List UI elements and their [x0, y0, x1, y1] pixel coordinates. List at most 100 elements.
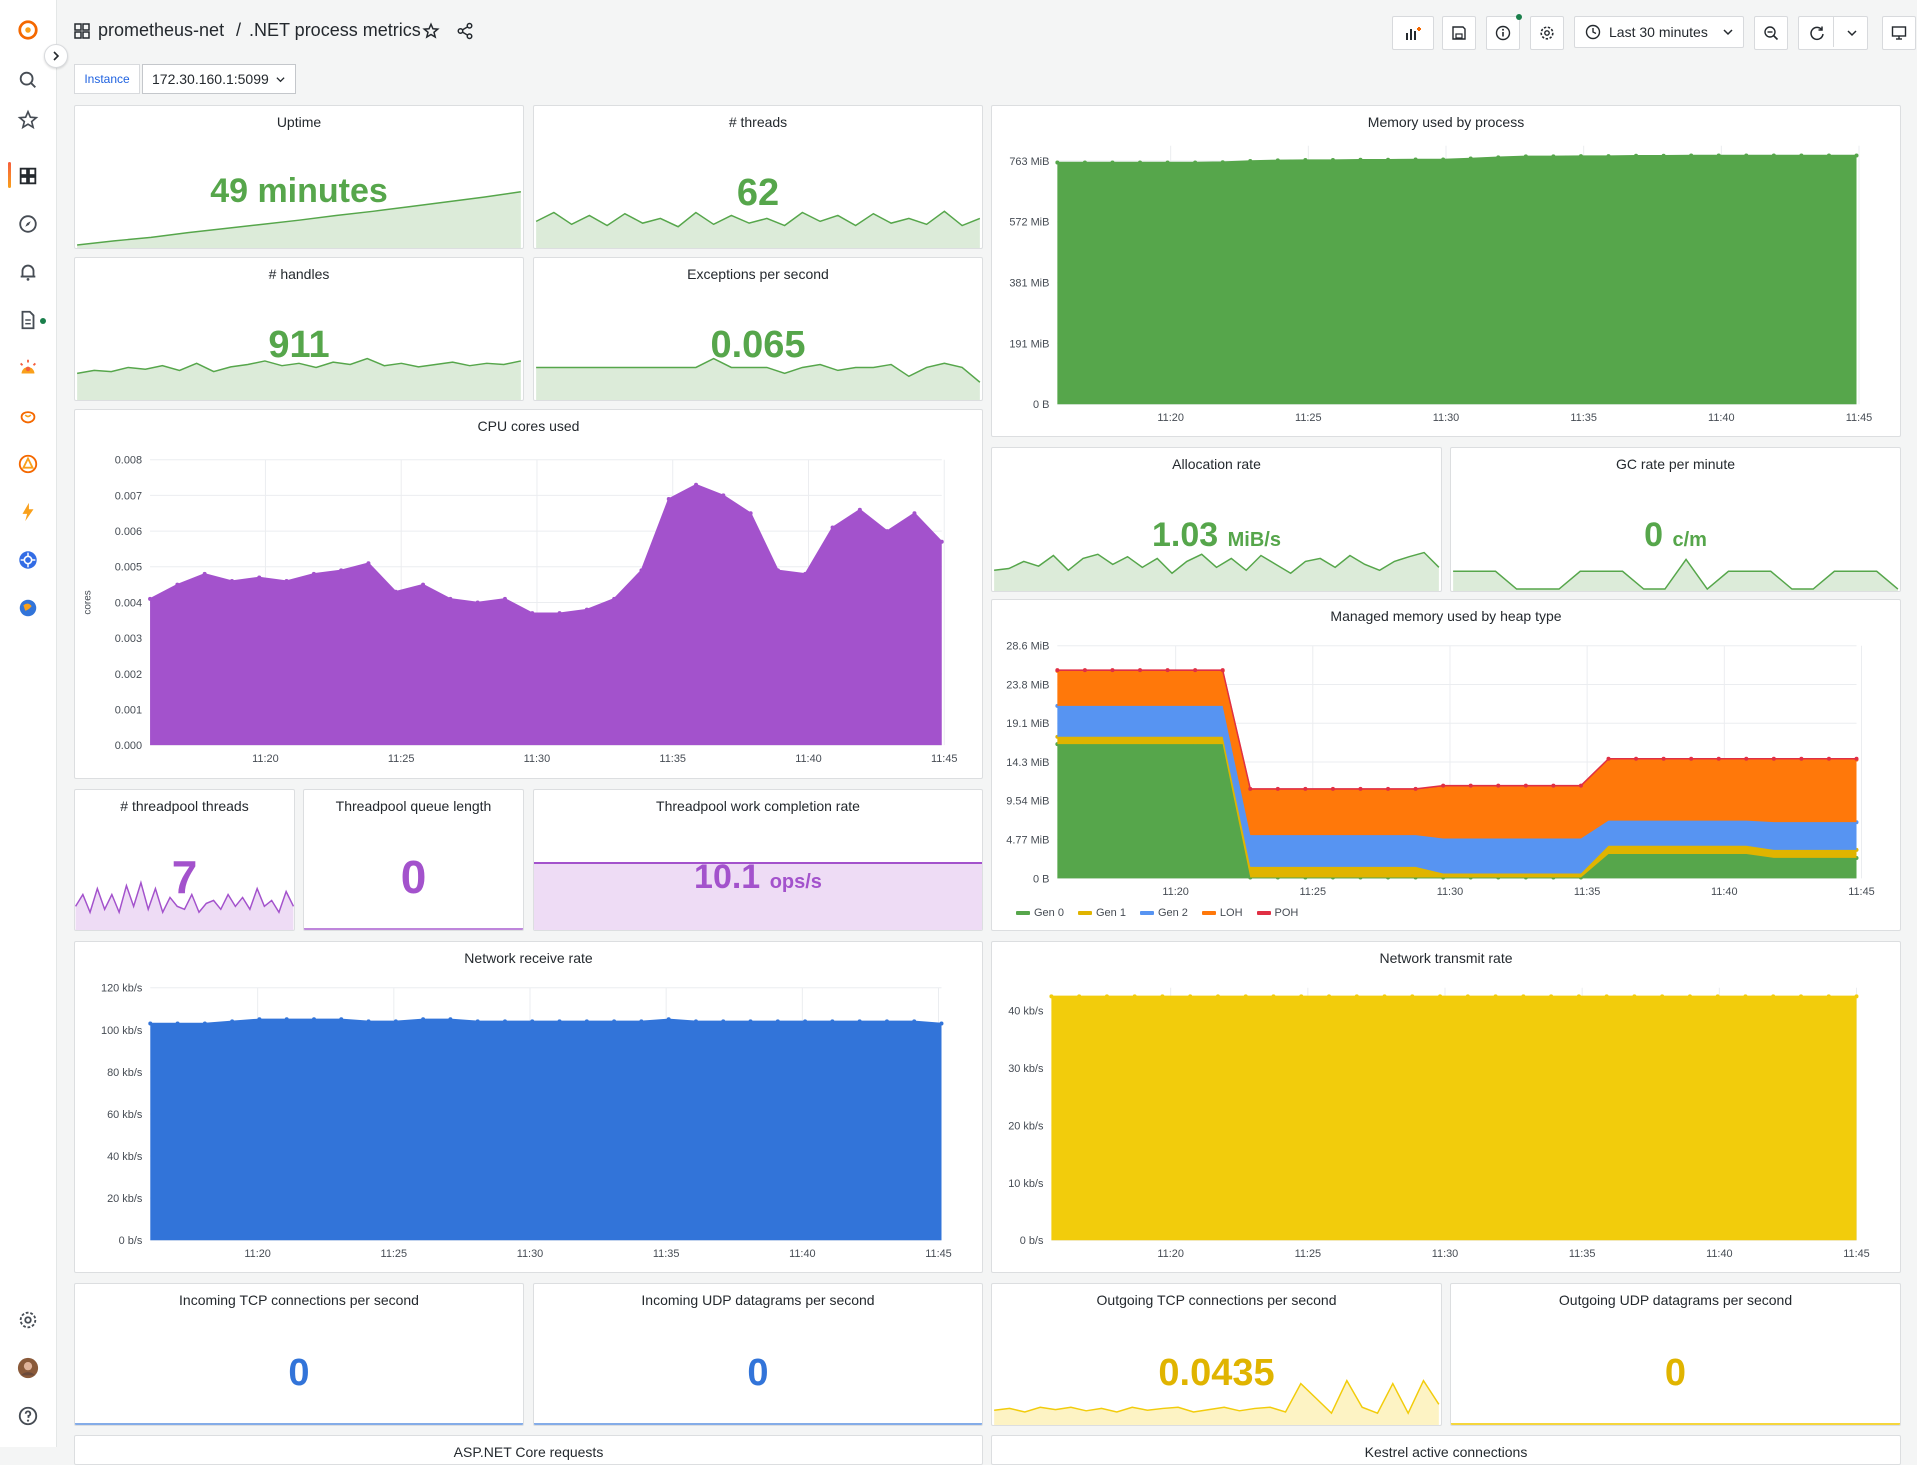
series-area-memory — [1057, 155, 1857, 405]
data-point — [148, 596, 153, 601]
data-point — [1248, 786, 1253, 791]
panel-gc-rate[interactable]: GC rate per minute 0 c/m — [1450, 447, 1901, 592]
chevron-right-icon — [53, 51, 60, 61]
y-tick-label: 0 b/s — [1020, 1235, 1044, 1247]
data-point — [339, 1017, 344, 1022]
side-nav — [0, 0, 57, 1447]
sparkline-line — [75, 880, 294, 915]
legend-item[interactable]: POH — [1256, 907, 1298, 919]
panel-net-transmit[interactable]: Network transmit rate 0 b/s 10 kb/s 20 kb/… — [991, 941, 1901, 1273]
series-area-loh — [1057, 670, 1857, 839]
kiosk-mode-button[interactable] — [1882, 16, 1916, 50]
stat-value: 0 — [1664, 1352, 1687, 1394]
panel-tcp-in[interactable]: Incoming TCP connections per second 0 — [74, 1283, 524, 1426]
data-point — [202, 1021, 207, 1026]
search-icon[interactable] — [14, 66, 42, 94]
ml-icon[interactable] — [14, 402, 42, 430]
data-point — [1578, 154, 1583, 159]
panel-tcp-out[interactable]: Outgoing TCP connections per second 0.04… — [991, 1283, 1442, 1426]
panel-threadpool-threads[interactable]: # threadpool threads 7 — [74, 789, 295, 931]
refresh-button[interactable] — [1798, 16, 1868, 50]
settings-icon[interactable] — [14, 1306, 42, 1334]
panel-title: Threadpool work completion rate — [656, 798, 860, 814]
add-panel-button[interactable] — [1392, 16, 1434, 50]
x-tick-label: 11:45 — [1843, 1248, 1870, 1260]
data-point — [448, 1017, 453, 1022]
instance-select[interactable]: 172.30.160.1:5099 — [142, 64, 296, 94]
help-icon[interactable] — [14, 1402, 42, 1430]
time-picker-button[interactable]: Last 30 minutes — [1574, 16, 1744, 48]
page-title[interactable]: .NET process metrics — [249, 20, 421, 40]
data-point — [148, 1021, 153, 1026]
expand-menu-button[interactable] — [44, 44, 68, 68]
panel-threads[interactable]: # threads 62 — [533, 105, 983, 249]
data-point — [1138, 160, 1143, 165]
alerting-icon[interactable] — [14, 258, 42, 286]
panel-handles[interactable]: # handles 911 — [74, 257, 524, 401]
sparkline-line — [76, 357, 522, 375]
instance-value: 172.30.160.1:5099 — [152, 71, 269, 87]
sparkline-line — [536, 357, 981, 383]
legend-item[interactable]: LOH — [1201, 907, 1243, 919]
reports-icon[interactable] — [14, 306, 42, 334]
data-point — [748, 1019, 753, 1024]
panel-cpu[interactable]: CPU cores used 0.000 0.001 0.002 0.003 0.004… — [74, 409, 983, 779]
data-point — [1521, 994, 1526, 999]
data-point — [939, 539, 944, 544]
panel-udp-out[interactable]: Outgoing UDP datagrams per second 0 — [1450, 1283, 1901, 1426]
data-point — [475, 600, 480, 605]
panel-heap[interactable]: Managed memory used by heap type 0 B 4.77… — [991, 599, 1901, 931]
panel-allocation[interactable]: Allocation rate 1.03 MiB/s — [991, 447, 1442, 592]
k6-icon[interactable] — [14, 498, 42, 526]
share-icon[interactable] — [456, 22, 474, 40]
dashboards-icon[interactable] — [14, 162, 42, 190]
data-point — [639, 568, 644, 573]
panel-net-receive[interactable]: Network receive rate 0 b/s 20 kb/s 40 kb/s… — [74, 941, 983, 1273]
grafana-logo-icon[interactable] — [14, 16, 42, 44]
explore-icon[interactable] — [14, 210, 42, 238]
y-tick-label: 10 kb/s — [1008, 1178, 1044, 1190]
data-point — [1854, 994, 1859, 999]
x-tick-label: 11:35 — [1570, 412, 1597, 424]
data-point — [1661, 756, 1666, 761]
threadpool-threads-sparkline — [75, 880, 294, 930]
panel-udp-in[interactable]: Incoming UDP datagrams per second 0 — [533, 1283, 983, 1426]
chevron-down-icon[interactable] — [1847, 28, 1857, 38]
panel-title: Outgoing TCP connections per second — [1096, 1292, 1337, 1308]
x-tick-label: 11:20 — [252, 753, 279, 765]
kubernetes-icon[interactable] — [14, 546, 42, 574]
x-tick-label: 11:25 — [388, 753, 415, 765]
breadcrumb-folder[interactable]: prometheus-net — [98, 20, 225, 40]
panel-work-completion[interactable]: Threadpool work completion rate 10.1 ops… — [533, 789, 983, 931]
dashboard-settings-button[interactable] — [1530, 16, 1564, 50]
y-tick-label: 0 B — [1033, 873, 1049, 885]
panel-memory[interactable]: Memory used by process 0 B 191 MiB 381 MiB… — [991, 105, 1901, 437]
panel-uptime[interactable]: Uptime 49 minutes — [74, 105, 524, 249]
legend-item[interactable]: Gen 0 — [1016, 907, 1064, 919]
x-tick-label: 11:40 — [1708, 412, 1735, 424]
oncall-icon[interactable] — [14, 354, 42, 382]
avatar[interactable] — [14, 1354, 42, 1382]
save-dashboard-button[interactable] — [1442, 16, 1476, 50]
data-point — [912, 1019, 917, 1024]
legend-item[interactable]: Gen 1 — [1077, 907, 1126, 919]
star-icon[interactable] — [422, 22, 440, 40]
data-point — [584, 607, 589, 612]
data-point — [393, 589, 398, 594]
panel-aspnet-requests[interactable]: ASP.NET Core requests — [74, 1435, 983, 1465]
legend-item[interactable]: Gen 2 — [1139, 907, 1188, 919]
panel-title: Exceptions per second — [687, 266, 829, 282]
data-point — [475, 1019, 480, 1024]
data-point — [257, 575, 262, 580]
incident-icon[interactable] — [14, 450, 42, 478]
zoom-out-button[interactable] — [1754, 16, 1788, 50]
starred-icon[interactable] — [14, 106, 42, 134]
series-line-receive — [150, 1018, 942, 1025]
data-point — [1110, 160, 1115, 165]
panel-exceptions[interactable]: Exceptions per second 0.065 — [533, 257, 983, 401]
x-tick-label: 11:20 — [1157, 1248, 1184, 1260]
panel-threadpool-queue[interactable]: Threadpool queue length 0 — [303, 789, 524, 931]
panel-kestrel-connections[interactable]: Kestrel active connections — [991, 1435, 1901, 1465]
synthetics-icon[interactable] — [14, 594, 42, 622]
dashboard-insights-button[interactable] — [1486, 16, 1520, 50]
